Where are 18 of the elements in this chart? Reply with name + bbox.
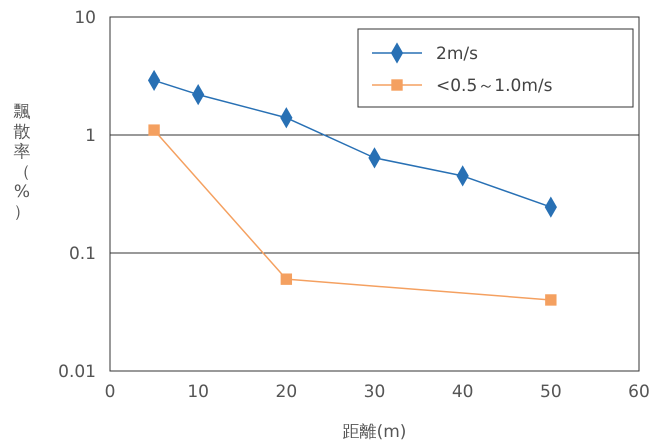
x-tick-label: 10 xyxy=(187,382,209,402)
legend-label: 2m/s xyxy=(436,44,478,64)
y-axis-title: 飄散率（%） xyxy=(14,102,30,222)
point xyxy=(148,124,160,136)
x-tick-label: 50 xyxy=(540,382,562,402)
x-tick-label: 30 xyxy=(364,382,386,402)
y-tick-label: 0.1 xyxy=(68,244,96,264)
y-tick-label: 1 xyxy=(85,126,96,146)
y-tick-label: 0.01 xyxy=(58,362,96,382)
y-tick-label: 10 xyxy=(74,8,96,28)
x-tick-label: 0 xyxy=(104,382,116,402)
x-tick-label: 20 xyxy=(276,382,298,402)
x-tick-label: 60 xyxy=(628,382,650,402)
point xyxy=(280,273,292,285)
x-axis-title: 距離(m) xyxy=(342,422,406,442)
x-tick-label: 40 xyxy=(452,382,474,402)
legend-label: <0.5～1.0m/s xyxy=(436,76,553,96)
point xyxy=(545,294,557,306)
